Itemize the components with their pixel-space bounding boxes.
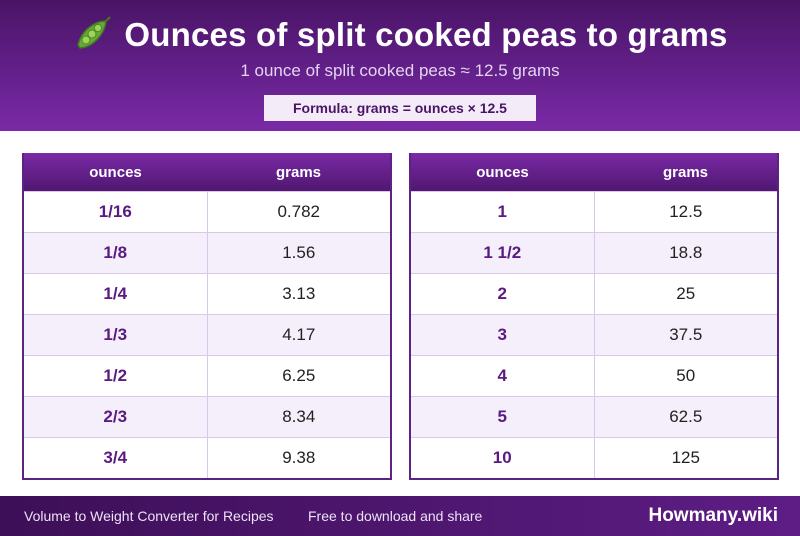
grams-cell: 18.8 xyxy=(669,243,703,262)
ounces-cell: 10 xyxy=(411,438,595,478)
ounces-cell: 1/2 xyxy=(24,356,208,396)
table-row: 1/4 3.13 xyxy=(24,273,390,314)
grams-cell: 0.782 xyxy=(277,202,321,221)
footer-bar: Volume to Weight Converter for Recipes F… xyxy=(0,496,800,536)
table-row: 2/3 8.34 xyxy=(24,396,390,437)
grams-cell: 1.56 xyxy=(282,243,316,262)
table-header: ounces grams xyxy=(24,153,390,191)
ounces-cell: 1/8 xyxy=(24,233,208,273)
ounces-cell: 4 xyxy=(411,356,595,396)
table-row: 5 62.5 xyxy=(411,396,777,437)
grams-cell: 62.5 xyxy=(669,407,703,426)
table-row: 4 50 xyxy=(411,355,777,396)
column-header-ounces: ounces xyxy=(476,163,529,181)
ounces-cell: 5 xyxy=(411,397,595,437)
peapod-icon xyxy=(72,15,112,55)
table-row: 1/8 1.56 xyxy=(24,232,390,273)
table-row: 1 12.5 xyxy=(411,191,777,232)
grams-cell: 8.34 xyxy=(282,407,316,426)
grams-cell: 6.25 xyxy=(282,366,316,385)
table-row: 3 37.5 xyxy=(411,314,777,355)
grams-cell: 12.5 xyxy=(669,202,703,221)
conversion-table-left: ounces grams 1/16 0.782 1/8 1.56 1/4 3.13 1… xyxy=(22,153,392,480)
table-row: 1/2 6.25 xyxy=(24,355,390,396)
formula-box: Formula: grams = ounces × 12.5 xyxy=(264,95,536,121)
ounces-cell: 2 xyxy=(411,274,595,314)
brand-logo-text[interactable]: Howmany.wiki xyxy=(648,505,778,526)
grams-cell: 25 xyxy=(676,284,696,303)
ounces-cell: 1 1/2 xyxy=(411,233,595,273)
table-row: 10 125 xyxy=(411,437,777,478)
table-row: 1/16 0.782 xyxy=(24,191,390,232)
table-row: 1 1/2 18.8 xyxy=(411,232,777,273)
ounces-cell: 3 xyxy=(411,315,595,355)
ounces-cell: 1/3 xyxy=(24,315,208,355)
conversion-table-right: ounces grams 1 12.5 1 1/2 18.8 2 25 3 37.5 4… xyxy=(409,153,779,480)
header-banner: Ounces of split cooked peas to grams 1 o… xyxy=(0,0,800,131)
subtitle: 1 ounce of split cooked peas ≈ 12.5 gram… xyxy=(240,61,560,80)
ounces-cell: 3/4 xyxy=(24,438,208,478)
table-row: 1/3 4.17 xyxy=(24,314,390,355)
ounces-cell: 1 xyxy=(411,192,595,232)
table-row: 2 25 xyxy=(411,273,777,314)
ounces-cell: 1/4 xyxy=(24,274,208,314)
ounces-cell: 1/16 xyxy=(24,192,208,232)
footer-share-text: Free to download and share xyxy=(308,508,483,524)
grams-cell: 3.13 xyxy=(282,284,316,303)
ounces-cell: 2/3 xyxy=(24,397,208,437)
grams-cell: 50 xyxy=(676,366,696,385)
title-row: Ounces of split cooked peas to grams xyxy=(0,14,800,56)
grams-cell: 125 xyxy=(671,448,700,467)
column-header-grams: grams xyxy=(662,163,709,181)
grams-cell: 4.17 xyxy=(282,325,316,344)
page-title: Ounces of split cooked peas to grams xyxy=(124,16,728,53)
grams-cell: 37.5 xyxy=(669,325,703,344)
table-header: ounces grams xyxy=(411,153,777,191)
footer-converter-link[interactable]: Volume to Weight Converter for Recipes xyxy=(24,508,274,524)
column-header-ounces: ounces xyxy=(89,163,142,181)
grams-cell: 9.38 xyxy=(282,448,316,467)
table-row: 3/4 9.38 xyxy=(24,437,390,478)
column-header-grams: grams xyxy=(275,163,322,181)
